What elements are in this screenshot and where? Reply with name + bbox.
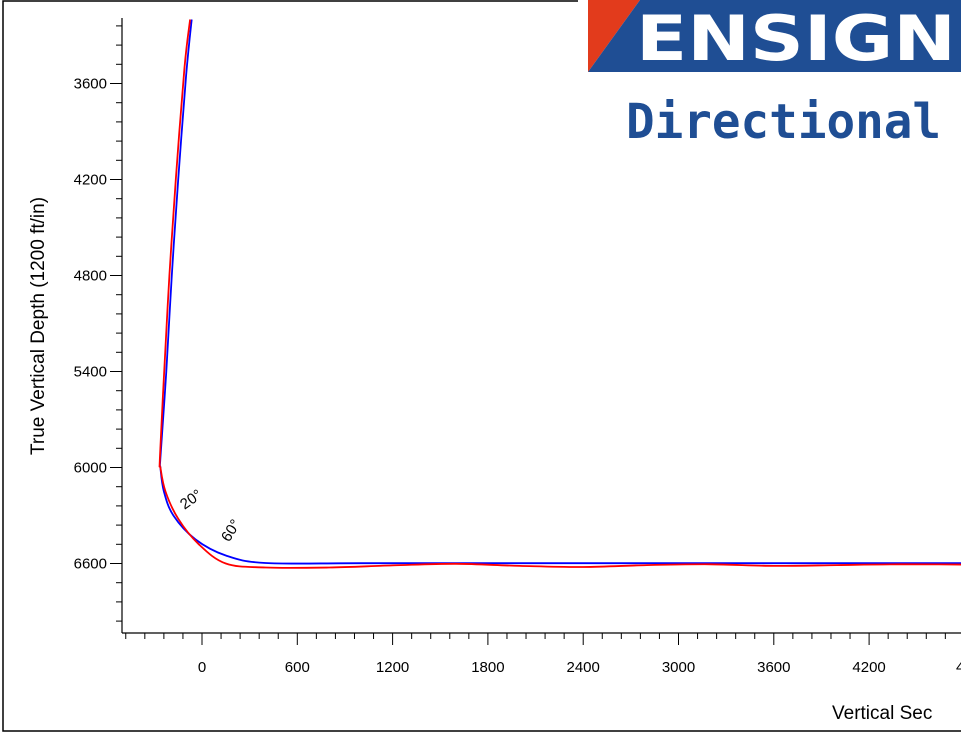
x-tick-label: 3600 bbox=[757, 659, 790, 676]
x-tick-label: 600 bbox=[285, 659, 310, 676]
series-line-red bbox=[158, 19, 961, 569]
x-axis-ticks bbox=[125, 633, 946, 645]
y-tick-label: 4800 bbox=[74, 268, 107, 285]
y-tick-label: 4200 bbox=[74, 172, 107, 189]
logo-blue-banner bbox=[588, 0, 961, 72]
x-tick-label: 3000 bbox=[662, 659, 695, 676]
x-axis-label: Vertical Sec bbox=[832, 703, 932, 724]
annotation-layer: 20° 60° bbox=[177, 486, 244, 545]
x-tick-label: 4200 bbox=[852, 659, 885, 676]
logo-subtitle-text: Directional bbox=[626, 94, 941, 150]
y-tick-label: 3600 bbox=[74, 76, 107, 93]
x-tick-label: 1800 bbox=[471, 659, 504, 676]
y-axis-label: True Vertical Depth (1200 ft/in) bbox=[28, 197, 49, 455]
x-tick-label: 0 bbox=[198, 659, 206, 676]
x-tick-label: 2400 bbox=[567, 659, 600, 676]
ensign-directional-logo: ENSIGN Directional bbox=[578, 0, 961, 150]
series-layer bbox=[158, 19, 961, 569]
y-axis-tick-labels: 3600 4200 4800 5400 6000 6600 bbox=[74, 76, 107, 573]
y-tick-label: 6000 bbox=[74, 460, 107, 477]
y-tick-label: 6600 bbox=[74, 556, 107, 573]
y-axis-ticks bbox=[110, 25, 122, 622]
x-tick-label: 48 bbox=[956, 659, 961, 676]
angle-annotation: 60° bbox=[218, 517, 244, 545]
angle-annotation: 20° bbox=[177, 486, 205, 513]
logo-brand-text: ENSIGN bbox=[636, 2, 956, 75]
x-axis-tick-labels: 0 600 1200 1800 2400 3000 3600 4200 48 bbox=[198, 659, 961, 676]
y-tick-label: 5400 bbox=[74, 364, 107, 381]
x-tick-label: 1200 bbox=[376, 659, 409, 676]
